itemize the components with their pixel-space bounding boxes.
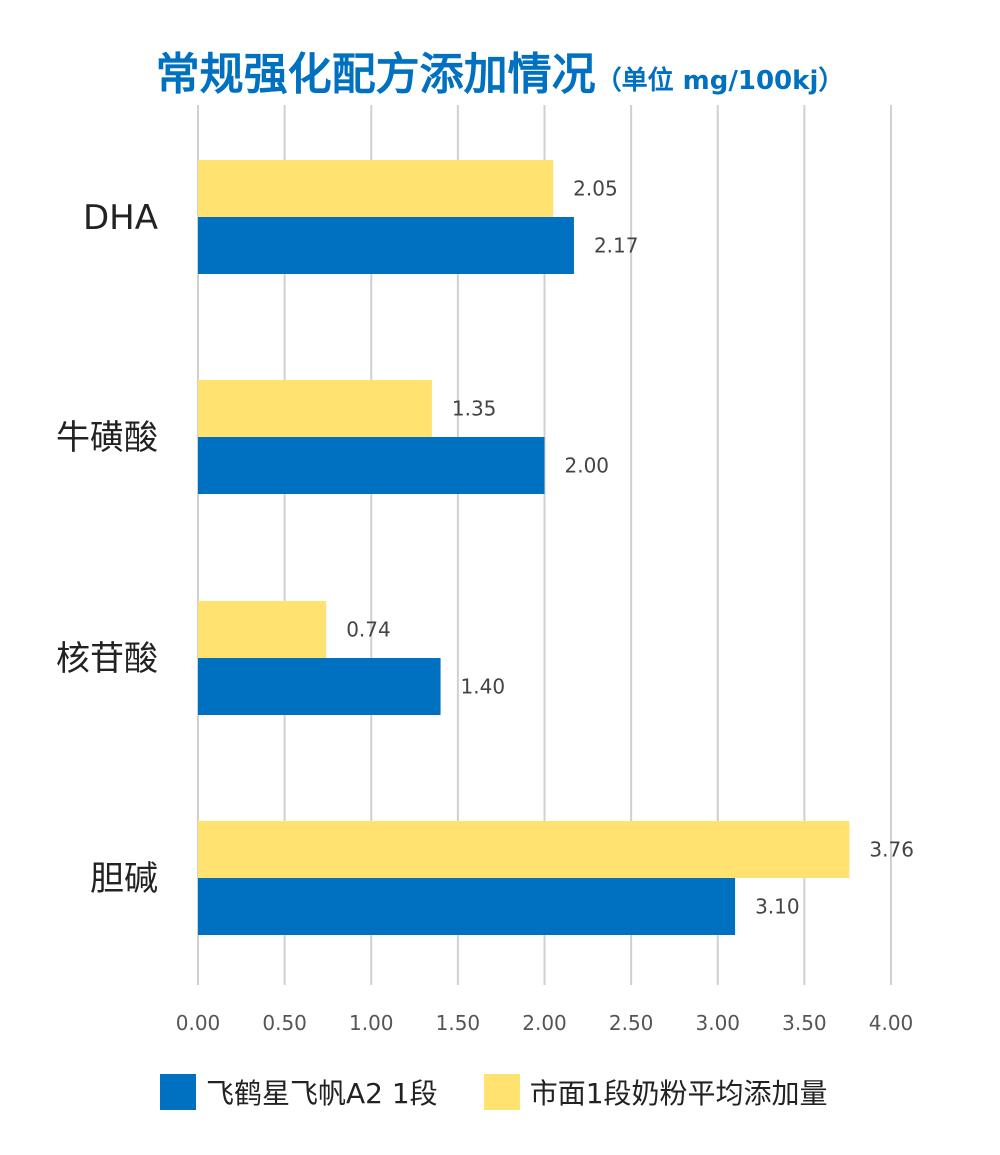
bar-series-1 — [198, 658, 441, 715]
legend-swatch — [483, 1074, 520, 1110]
legend: 飞鹤星飞帆A2 1段 市面1段奶粉平均添加量 — [160, 1072, 874, 1112]
category-label: 牛磺酸 — [56, 418, 158, 458]
bar-series-1 — [198, 217, 574, 274]
data-label: 1.35 — [452, 397, 497, 421]
chart-title: 常规强化配方添加情况（单位 mg/100kj） — [155, 49, 845, 100]
x-tick-label: 2.50 — [609, 1011, 654, 1035]
x-tick-label: 3.50 — [782, 1011, 827, 1035]
bar-series-2 — [198, 821, 850, 878]
legend-swatch — [160, 1074, 196, 1110]
x-tick-label: 2.00 — [522, 1011, 567, 1035]
data-label: 2.05 — [573, 177, 618, 201]
x-tick-label: 0.00 — [176, 1011, 221, 1035]
legend-item-series-1: 飞鹤星飞帆A2 1段 — [160, 1072, 438, 1112]
bar-series-2 — [198, 601, 327, 658]
data-label: 1.40 — [461, 675, 506, 699]
data-label: 2.17 — [594, 234, 639, 258]
x-tick-label: 0.50 — [262, 1011, 307, 1035]
bar-series-2 — [198, 380, 432, 437]
x-tick-label: 1.50 — [436, 1011, 481, 1035]
bar-series-1 — [198, 878, 736, 935]
x-tick-label: 3.00 — [695, 1011, 740, 1035]
data-label: 0.74 — [346, 618, 391, 642]
data-label: 2.00 — [565, 454, 610, 478]
legend-item-series-2: 市面1段奶粉平均添加量 — [483, 1072, 828, 1112]
category-label: DHA — [83, 198, 158, 238]
category-label: 胆碱 — [90, 859, 158, 899]
bar-series-2 — [198, 160, 554, 217]
x-tick-label: 4.00 — [869, 1011, 914, 1035]
category-label: 核苷酸 — [56, 639, 158, 679]
bar-series-1 — [198, 437, 545, 494]
data-label: 3.10 — [755, 895, 800, 919]
data-label: 3.76 — [869, 838, 914, 862]
x-tick-label: 1.00 — [349, 1011, 394, 1035]
